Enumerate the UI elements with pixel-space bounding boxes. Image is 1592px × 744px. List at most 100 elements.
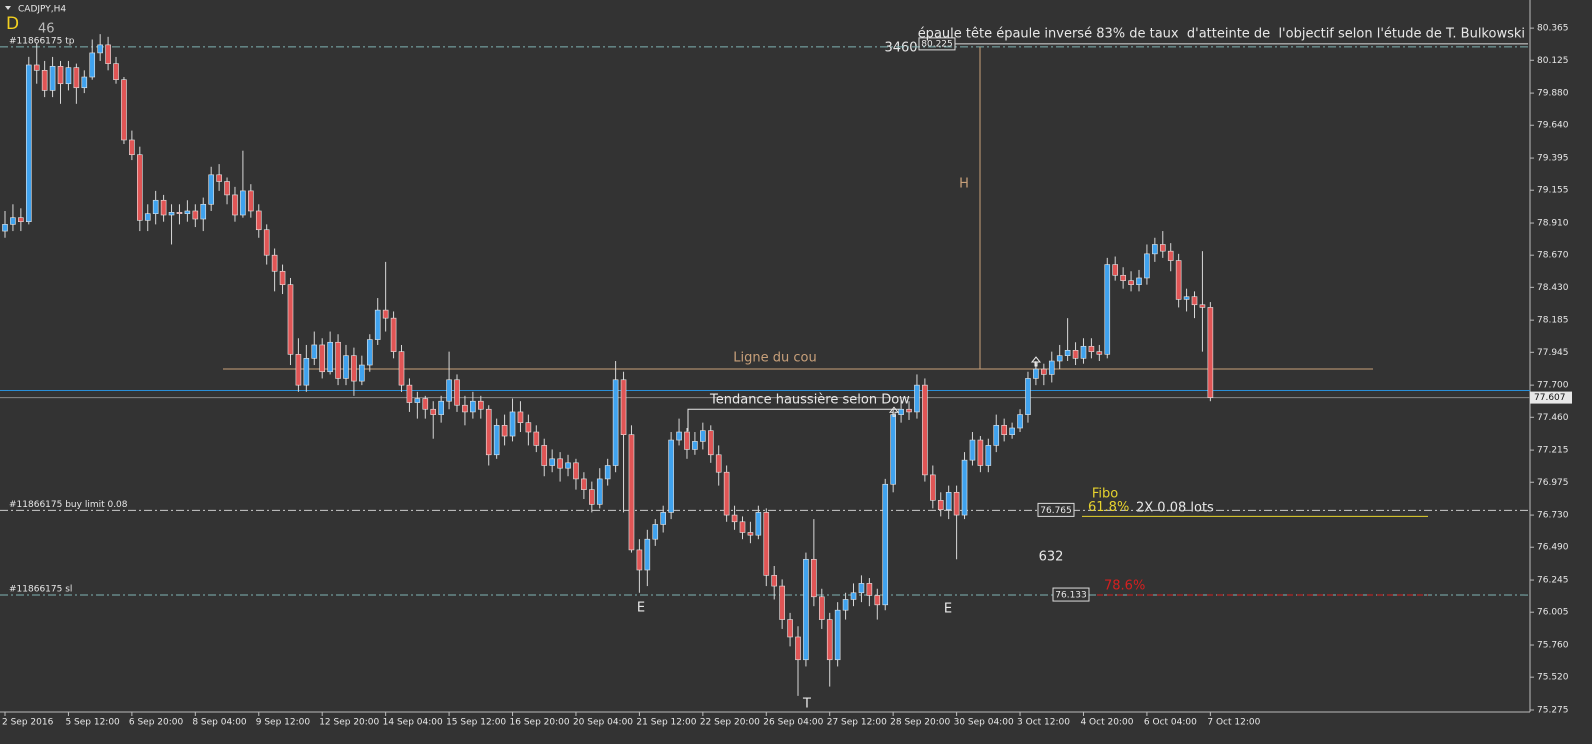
y-tick-label: 80.365 <box>1537 24 1569 34</box>
candle-body <box>2 224 8 232</box>
candle-body <box>850 592 857 600</box>
x-tick-label: 6 Oct 04:00 <box>1144 718 1197 728</box>
x-tick-label: 16 Sep 20:00 <box>510 718 570 728</box>
candle-body <box>493 425 500 456</box>
order-level-label: #11866175 tp <box>9 36 75 46</box>
candle-body <box>1096 351 1103 355</box>
candle-body <box>993 425 1000 446</box>
candle-body <box>549 458 555 466</box>
y-tick-label: 79.395 <box>1537 154 1569 164</box>
candle-body <box>343 355 349 379</box>
candle-body <box>834 609 841 661</box>
arrow <box>888 406 900 417</box>
candle-body <box>874 595 881 606</box>
candle-body <box>105 44 111 64</box>
candle-body <box>184 210 191 214</box>
candle-body <box>382 309 389 319</box>
fibo-label: 78.6% <box>1104 579 1145 594</box>
order-price: 76.765 <box>1040 506 1072 516</box>
candle-body <box>541 445 548 466</box>
candle-body <box>271 254 278 272</box>
candle-body <box>517 411 524 423</box>
candle-body <box>596 478 603 505</box>
candle-body <box>430 408 437 415</box>
candle-body <box>200 203 207 220</box>
candle-body <box>1167 250 1174 261</box>
order-price: 76.133 <box>1055 591 1087 601</box>
candle-body <box>668 439 674 513</box>
candle-body <box>144 213 151 221</box>
x-tick-label: 30 Sep 04:00 <box>954 718 1014 728</box>
candle-body <box>192 210 199 220</box>
x-tick-label: 28 Sep 20:00 <box>890 718 950 728</box>
candle-body <box>969 439 976 461</box>
candle-body <box>557 458 563 469</box>
candle-body <box>485 408 492 456</box>
y-tick-label: 76.730 <box>1537 511 1569 521</box>
symbol: CADJPY,H4 <box>18 5 66 15</box>
order-box <box>1037 502 1075 517</box>
pattern-label: E <box>944 602 952 617</box>
pattern-label: E <box>637 601 645 616</box>
candle-body <box>160 199 167 216</box>
candle-body <box>279 270 286 285</box>
candle-body <box>1120 274 1126 281</box>
candle-body <box>33 64 40 71</box>
order-level-label: #11866175 sl <box>9 585 72 595</box>
candle-body <box>700 430 706 442</box>
candle-body <box>755 512 762 536</box>
candle-body <box>454 379 460 406</box>
y-tick-label: 76.490 <box>1537 543 1569 553</box>
x-tick-label: 4 Oct 20:00 <box>1080 718 1133 728</box>
x-tick-label: 2 Sep 2016 <box>2 718 54 728</box>
x-tick-label: 6 Sep 20:00 <box>129 718 184 728</box>
candle-body <box>1199 304 1206 308</box>
candle-body <box>731 514 738 523</box>
candle-body <box>295 354 302 386</box>
bid-label: 77.607 <box>1534 393 1566 403</box>
pattern-label: T <box>802 697 811 712</box>
candle-body <box>152 199 159 214</box>
candle-body <box>620 379 627 435</box>
fibo-label: 61.8% <box>1088 500 1129 515</box>
candle-body <box>1183 296 1190 300</box>
candle-body <box>57 66 64 85</box>
candle-body <box>692 441 698 450</box>
neckline-label: Ligne du cou <box>733 351 816 366</box>
x-tick-label: 12 Sep 20:00 <box>319 718 379 728</box>
candle-body <box>723 471 730 516</box>
candle-body <box>898 408 904 415</box>
candle-body <box>248 190 254 212</box>
y-tick-label: 77.215 <box>1537 446 1569 456</box>
y-tick-label: 75.520 <box>1537 673 1569 683</box>
candle-body <box>1104 264 1111 355</box>
candle-body <box>470 400 476 413</box>
candle-body <box>319 344 326 373</box>
candle-body <box>573 462 579 480</box>
candle-body <box>1191 296 1198 306</box>
pattern-note: épaule tête épaule inversé 83% de taux d… <box>918 27 1525 42</box>
candle-body <box>73 67 80 89</box>
candle-body <box>137 154 143 221</box>
candle-body <box>390 317 397 352</box>
candle-body <box>224 181 230 196</box>
y-tick-label: 78.670 <box>1537 251 1569 261</box>
candle-body <box>715 454 722 473</box>
candle-body <box>438 400 444 415</box>
candle-body <box>890 414 896 485</box>
candle-body <box>1056 355 1063 362</box>
candle-body <box>168 212 175 216</box>
target-points: 3460 <box>884 41 917 56</box>
y-tick-label: 76.005 <box>1537 608 1569 618</box>
candle-body <box>366 339 373 366</box>
candle-body <box>660 512 666 525</box>
candle-body <box>1136 277 1142 285</box>
x-tick-label: 21 Sep 12:00 <box>636 718 696 728</box>
candle-body <box>97 44 103 54</box>
candle-body <box>327 341 333 373</box>
candle-body <box>1048 360 1055 375</box>
candle-body <box>953 492 960 516</box>
candle-body <box>684 431 690 450</box>
